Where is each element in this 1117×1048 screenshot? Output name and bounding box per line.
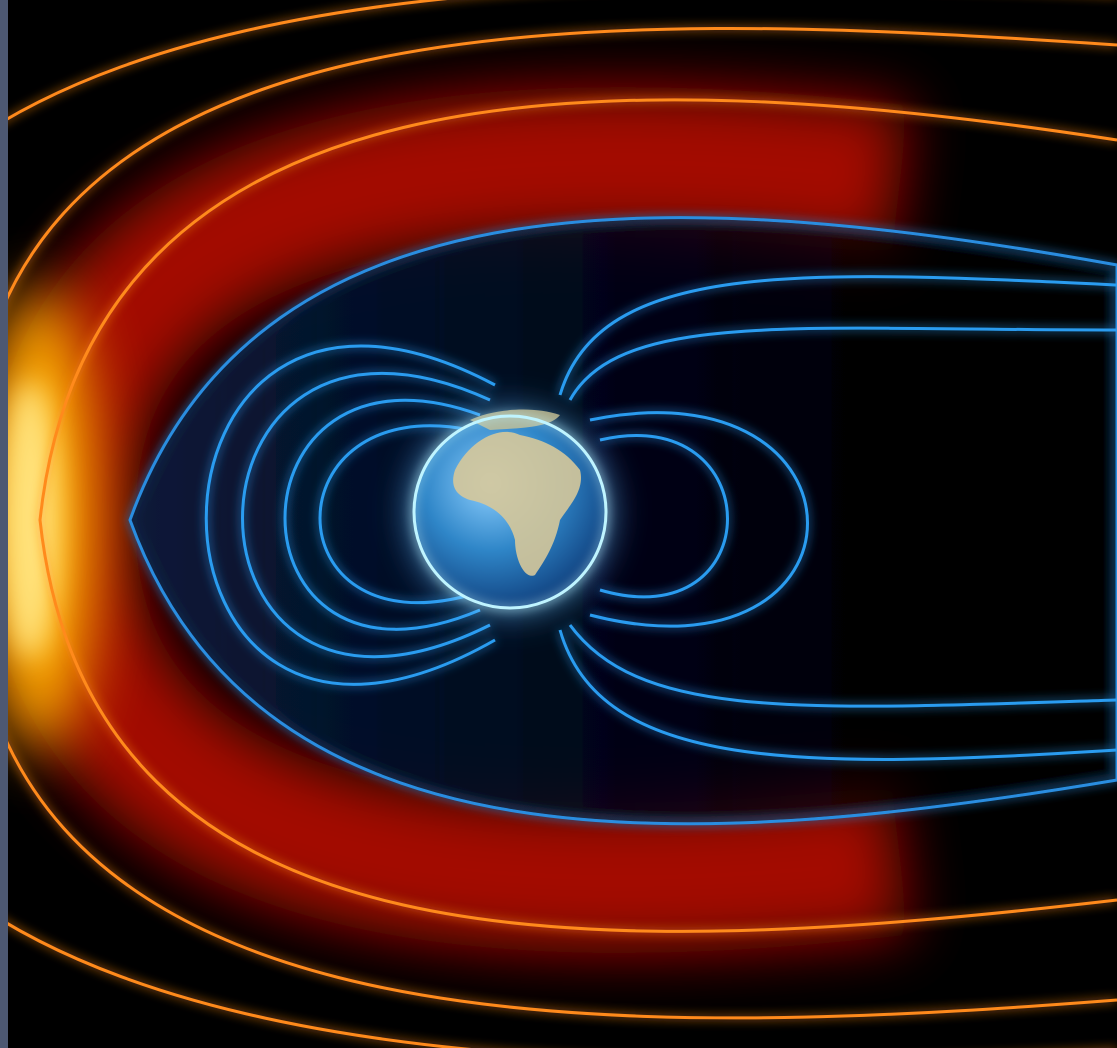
bow-glow: [0, 87, 909, 953]
field-line: [241, 372, 491, 659]
field-line: [558, 275, 1117, 761]
yellow-core: [0, 380, 60, 660]
field-lines: [204, 275, 1117, 761]
bow-line: [0, 26, 1117, 1020]
field-line: [283, 398, 481, 631]
bow-line: [38, 98, 1117, 933]
continent: [453, 431, 581, 576]
continent: [470, 409, 560, 430]
field-line: [318, 424, 471, 604]
field-line: [204, 344, 496, 686]
field-line: [589, 411, 809, 628]
earth-rim: [412, 414, 608, 610]
earth: [392, 394, 628, 630]
field-line: [599, 433, 729, 599]
left-edge: [0, 0, 8, 1048]
field-line: [568, 326, 1117, 708]
